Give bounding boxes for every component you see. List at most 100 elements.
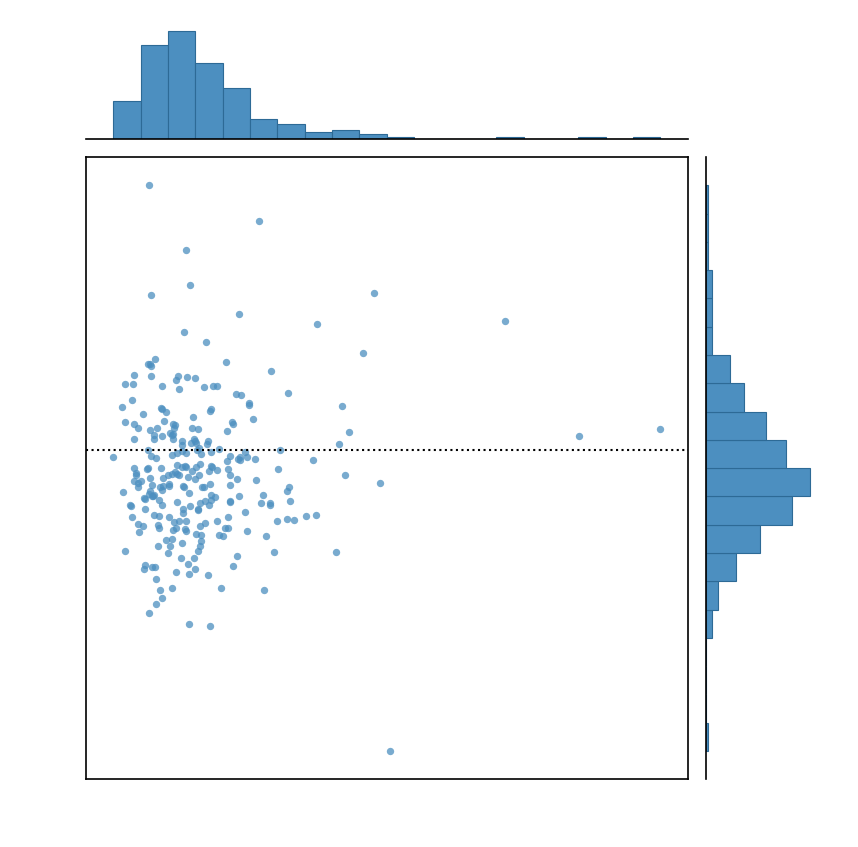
Point (138, 502, 152, 516)
Bar (633, 137, 661, 139)
Point (190, 443, 204, 457)
Point (190, 527, 203, 540)
Point (177, 479, 190, 492)
Point (184, 436, 198, 450)
Point (197, 479, 211, 493)
Point (138, 492, 152, 506)
Point (134, 473, 148, 487)
Point (162, 478, 176, 491)
Point (186, 410, 200, 424)
Point (127, 474, 141, 488)
Point (192, 441, 206, 455)
Point (203, 402, 217, 416)
Point (147, 488, 160, 501)
Point (175, 438, 189, 451)
Point (169, 374, 183, 387)
Bar (705, 553, 735, 581)
Point (270, 514, 284, 528)
Point (131, 517, 145, 530)
Point (280, 484, 293, 498)
Point (206, 379, 220, 393)
Point (132, 526, 146, 540)
Point (155, 429, 169, 443)
Point (182, 617, 196, 630)
Point (147, 432, 160, 446)
Point (254, 496, 268, 510)
Point (204, 446, 218, 459)
Point (218, 522, 232, 535)
Point (163, 427, 177, 440)
Point (148, 508, 161, 522)
Point (202, 404, 216, 418)
Bar (250, 119, 277, 139)
Point (147, 490, 160, 503)
Point (149, 451, 163, 465)
Point (175, 536, 189, 550)
Bar (705, 241, 708, 270)
Point (171, 446, 184, 460)
Point (571, 429, 585, 443)
Point (191, 503, 205, 517)
Bar (387, 137, 414, 139)
Point (212, 442, 226, 456)
Point (268, 545, 281, 558)
Point (149, 572, 163, 585)
Point (142, 606, 156, 620)
Point (149, 597, 163, 611)
Point (306, 453, 320, 467)
Point (193, 520, 207, 534)
Point (161, 468, 175, 481)
Point (202, 464, 216, 478)
Point (194, 534, 208, 548)
Point (263, 496, 277, 510)
Bar (705, 610, 711, 638)
Point (287, 513, 301, 527)
Point (283, 494, 297, 507)
Point (131, 421, 145, 435)
Point (356, 346, 370, 359)
Point (194, 529, 208, 542)
Point (167, 515, 181, 529)
Bar (113, 101, 141, 139)
Point (257, 489, 270, 502)
Point (144, 450, 158, 463)
Point (155, 402, 169, 416)
Point (178, 459, 192, 473)
Point (226, 560, 239, 573)
Point (197, 494, 211, 507)
Point (221, 510, 235, 523)
Point (127, 418, 141, 431)
Point (185, 422, 199, 435)
Point (227, 418, 240, 431)
Point (154, 462, 168, 475)
Point (220, 424, 233, 437)
Point (184, 500, 197, 513)
Point (146, 560, 160, 573)
Point (191, 502, 205, 516)
Point (127, 368, 141, 382)
Point (141, 462, 154, 475)
Point (153, 584, 166, 597)
Point (189, 461, 202, 474)
Point (118, 378, 131, 391)
Bar (196, 64, 222, 139)
Point (143, 289, 157, 302)
Point (224, 468, 238, 482)
Point (172, 468, 186, 482)
Point (197, 380, 211, 394)
Point (180, 371, 194, 385)
Point (257, 584, 271, 597)
Point (250, 473, 263, 487)
Point (239, 505, 252, 518)
Point (233, 453, 247, 467)
Point (172, 514, 186, 528)
Point (193, 539, 207, 552)
Point (246, 412, 260, 425)
Point (155, 498, 169, 512)
Point (169, 521, 183, 534)
Point (159, 534, 172, 547)
Point (152, 522, 166, 535)
Point (143, 424, 157, 437)
Point (202, 498, 215, 512)
Point (281, 386, 295, 400)
